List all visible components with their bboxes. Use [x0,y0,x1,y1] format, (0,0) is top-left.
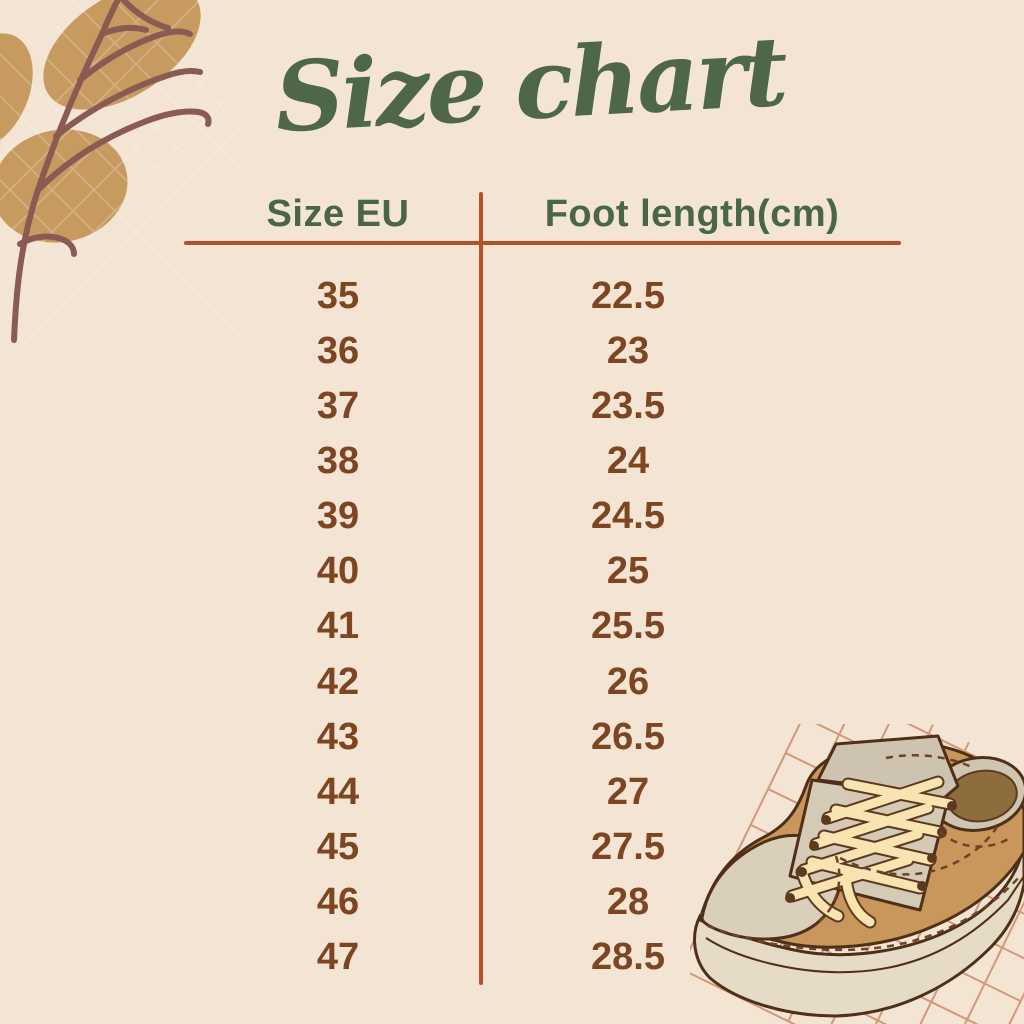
table-row: 40 25 [183,544,901,599]
table-row: 38 24 [183,434,901,489]
foot-length-value: 22.5 [591,275,665,317]
size-eu-value: 44 [316,770,360,813]
table-row: 41 25.5 [183,599,901,654]
size-eu-value: 42 [316,660,360,703]
table-row: 44 27 [183,765,901,820]
table-row: 43 26.5 [183,710,901,765]
branch-twigs [11,0,212,343]
table-row: 42 26 [183,655,901,710]
size-eu-value: 40 [316,550,360,593]
foot-length-value: 23 [606,330,650,373]
foot-length-value: 25.5 [591,605,665,648]
table-row: 36 23 [183,324,901,379]
table-row: 46 28 [183,875,901,930]
foot-length-value: 26.5 [591,715,665,758]
table-row: 37 23.5 [183,379,901,434]
size-eu-value: 41 [316,605,360,648]
foot-length-value: 28.5 [591,935,665,978]
size-eu-value: 47 [316,935,360,978]
table-row: 45 27.5 [183,820,901,875]
foot-length-value: 25 [606,550,650,593]
size-eu-value: 37 [316,385,360,428]
collar-lining [928,756,1024,832]
table-row: 39 24.5 [183,489,901,544]
size-eu-value: 39 [316,495,360,538]
page-title: Size chart [272,14,788,155]
foot-length-value: 24.5 [591,495,665,538]
column-divider [479,192,483,985]
column-header-size-eu: Size EU [266,193,410,235]
foot-length-value: 23.5 [591,385,665,428]
foot-length-value: 26 [606,660,650,703]
size-table: 35 22.5 36 23 37 23.5 38 24 39 24.5 40 2… [183,269,901,985]
size-eu-value: 36 [316,330,360,373]
foot-length-value: 24 [606,440,650,483]
collar-opening [946,769,1018,823]
foot-length-value: 27 [606,770,650,813]
size-eu-value: 45 [316,825,360,868]
table-row: 35 22.5 [183,269,901,324]
table-row: 47 28.5 [183,930,901,985]
foot-length-value: 27.5 [591,825,665,868]
header-underline [184,241,901,245]
size-eu-value: 35 [316,275,360,317]
size-eu-value: 43 [316,715,360,758]
size-eu-value: 46 [316,880,360,923]
column-header-foot-length: Foot length(cm) [544,193,840,235]
foot-length-value: 28 [606,880,650,923]
size-eu-value: 38 [316,440,360,483]
